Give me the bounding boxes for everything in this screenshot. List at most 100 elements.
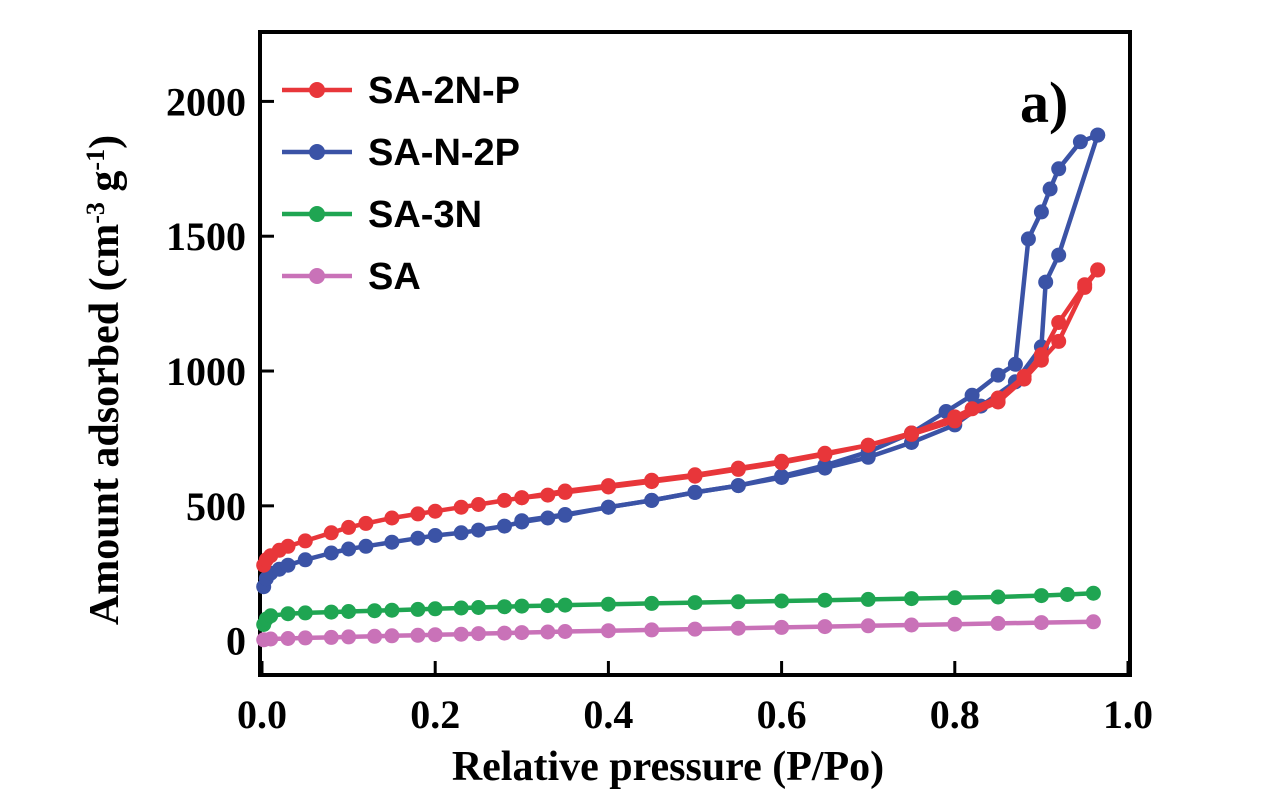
legend-label-SA-N-2P: SA-N-2P (368, 132, 520, 174)
x-axis-title: Relative pressure (P/Po) (452, 744, 884, 790)
data-point-SA-2N-P (1090, 262, 1106, 278)
data-point-SA (557, 624, 573, 639)
data-point-SA-N-2P (453, 525, 469, 541)
data-point-SA-3N (600, 596, 616, 612)
data-point-SA (600, 623, 616, 639)
data-point-SA (774, 619, 790, 635)
data-point-SA (341, 629, 357, 645)
x-tick-label: 0.4 (583, 692, 633, 737)
y-tick-label: 1000 (166, 349, 246, 394)
data-point-SA-3N (263, 608, 279, 624)
data-point-SA-3N (1059, 587, 1075, 602)
legend-label-SA-3N: SA-3N (368, 194, 482, 236)
data-point-SA (990, 615, 1006, 631)
data-point-SA-3N (1033, 588, 1049, 604)
y-tick-label: 0 (226, 619, 246, 664)
data-point-SA-N-2P (280, 557, 296, 573)
data-point-SA-3N (540, 598, 556, 614)
legend-marker-SA-N-2P (309, 144, 325, 160)
x-tick-label: 0.0 (237, 692, 287, 737)
data-point-SA-3N (860, 591, 876, 607)
data-point-SA (1033, 615, 1049, 631)
y-axis-title-end: ) (82, 135, 128, 149)
data-point-SA-3N (323, 604, 339, 620)
data-point-SA-2N-P (410, 506, 426, 522)
data-point-SA-3N (427, 601, 443, 617)
data-point-SA-2N-P (427, 503, 443, 519)
data-point-SA-3N (514, 598, 530, 614)
data-point-SA-2N-P (453, 499, 469, 515)
data-point-SA-2N-P (514, 490, 530, 506)
y-axis-title-main: Amount adsorbed (cm (82, 224, 128, 625)
data-point-SA (1085, 614, 1101, 630)
data-point-SA-N-2P (497, 518, 512, 534)
data-point-SA-2N-P (297, 533, 313, 549)
data-point-SA (323, 629, 339, 645)
data-point-SA (904, 617, 919, 633)
data-point-SA-N-2P (358, 538, 374, 554)
data-point-SA-N-2P (471, 522, 486, 538)
data-point-SA-N-2P (1051, 161, 1067, 177)
data-point-SA (540, 624, 556, 640)
data-point-SA-2N-P (384, 510, 400, 526)
data-point-SA (497, 625, 512, 641)
data-point-SA-3N (687, 595, 703, 611)
data-point-SA-2N-P (1016, 368, 1032, 384)
data-point-SA-3N (367, 603, 383, 619)
data-point-SA-2N-P (358, 515, 374, 531)
ticks-layer: 0.0 0.2 0.4 0.6 0.8 1.0 0 500 1000 1500 2000 (166, 79, 1153, 737)
data-point-SA-3N (280, 606, 296, 622)
data-point-SA-2N-P (1051, 315, 1067, 330)
series-layer (256, 127, 1106, 648)
data-point-SA-N-2P (341, 541, 357, 557)
data-point-SA (453, 626, 469, 642)
data-point-SA-3N (774, 593, 790, 609)
data-point-SA-N-2P (1042, 181, 1058, 197)
data-point-SA-3N (341, 604, 357, 619)
data-point-SA (263, 631, 279, 647)
data-point-SA-N-2P (384, 534, 400, 550)
data-point-SA-3N (817, 592, 833, 608)
data-point-SA-2N-P (471, 497, 486, 512)
data-point-SA (410, 627, 426, 643)
data-point-SA-2N-P (860, 437, 876, 453)
data-point-SA-N-2P (730, 478, 746, 494)
x-tick-label: 0.2 (410, 692, 460, 737)
data-point-SA-N-2P (297, 552, 313, 568)
data-point-SA-N-2P (1072, 134, 1088, 150)
data-point-SA (817, 619, 833, 635)
data-point-SA-N-2P (1038, 274, 1054, 290)
legend-label-SA: SA (368, 256, 421, 298)
data-point-SA-N-2P (557, 507, 573, 522)
data-point-SA-2N-P (644, 472, 660, 488)
data-point-SA-2N-P (947, 409, 963, 425)
data-point-SA-3N (644, 595, 660, 611)
x-tick-label: 0.8 (930, 692, 980, 737)
data-point-SA (384, 628, 400, 644)
data-point-SA (730, 620, 746, 636)
x-tick-label: 1.0 (1103, 692, 1153, 737)
data-point-SA-3N (947, 590, 963, 606)
data-point-SA-N-2P (1020, 231, 1036, 247)
data-point-SA-2N-P (687, 467, 703, 483)
data-point-SA-2N-P (497, 492, 512, 508)
y-axis-title-sup1: -3 (81, 202, 110, 224)
data-point-SA-N-2P (1051, 247, 1067, 263)
data-point-SA-3N (730, 594, 746, 610)
data-point-SA-N-2P (644, 492, 660, 508)
legend-marker-SA-3N (309, 206, 325, 222)
data-point-SA-3N (410, 601, 426, 617)
data-point-SA-3N (297, 605, 313, 621)
legend-marker-SA-2N-P (309, 82, 325, 98)
y-tick-label: 2000 (166, 79, 246, 124)
data-point-SA-2N-P (323, 525, 339, 541)
legend-marker-SA (309, 268, 325, 284)
data-point-SA-2N-P (280, 538, 296, 554)
data-point-SA-3N (471, 600, 486, 615)
data-point-SA-2N-P (1051, 333, 1067, 349)
series-line-SA-adsorption (263, 619, 1094, 643)
data-point-SA-N-2P (600, 499, 616, 515)
data-point-SA-N-2P (817, 457, 833, 473)
y-axis-title-sup2: -1 (81, 149, 110, 171)
